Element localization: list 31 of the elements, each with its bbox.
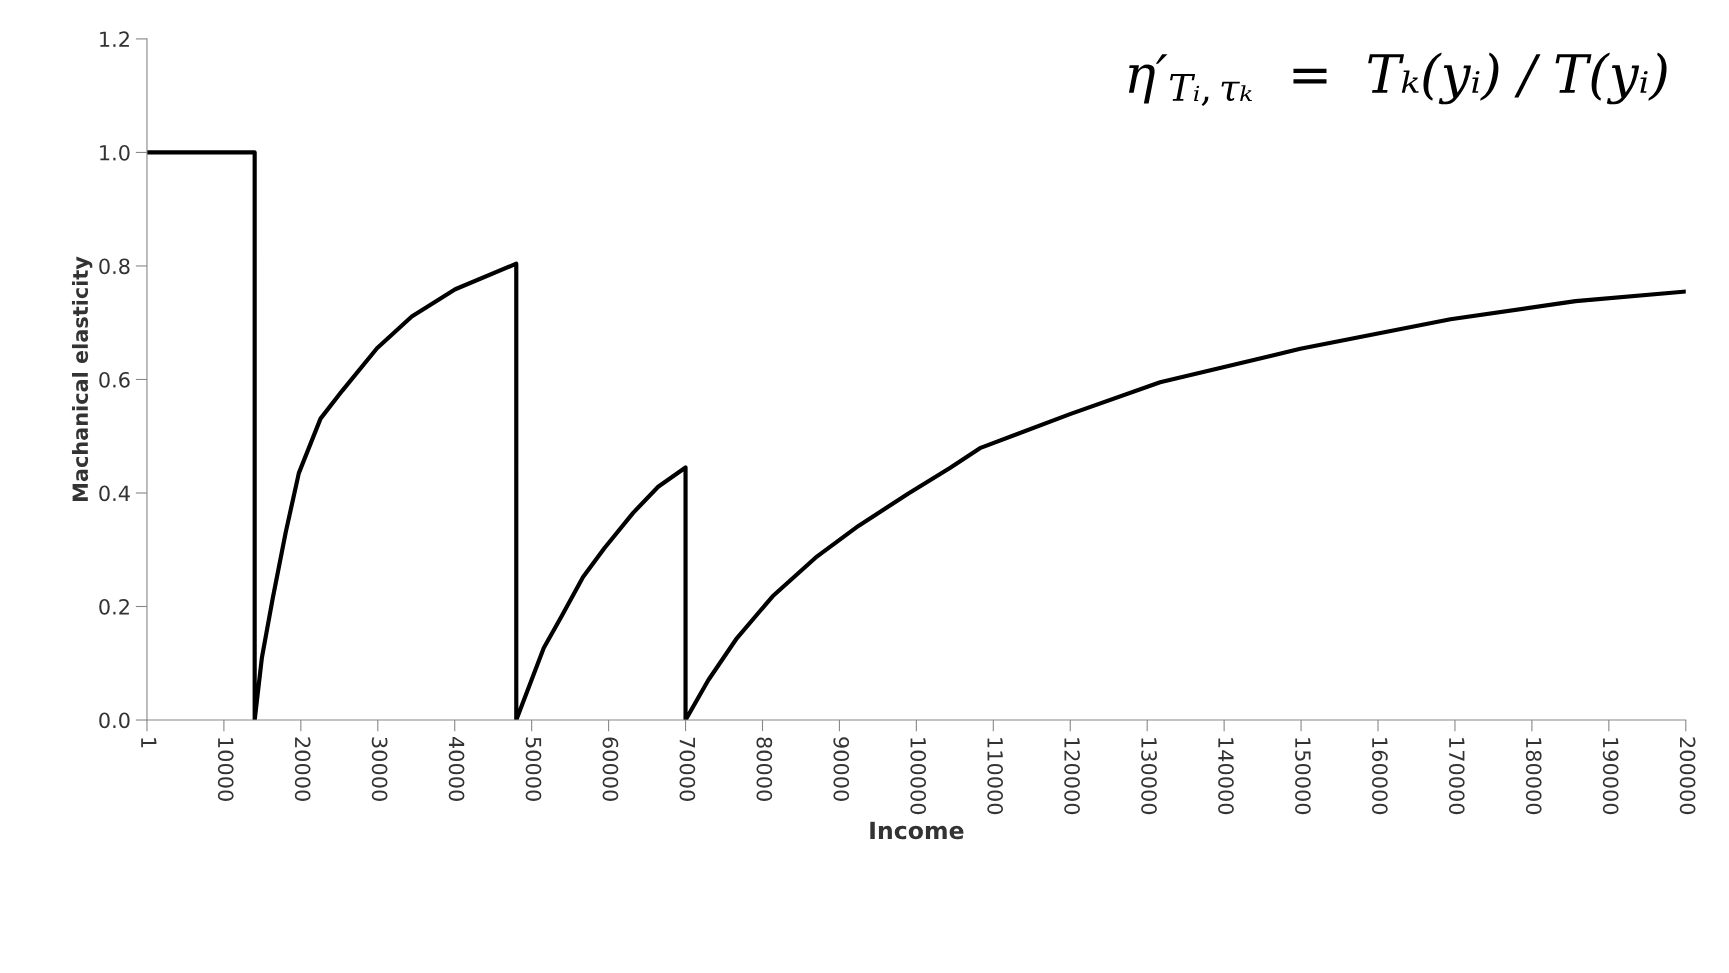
x-tick-label: 160000 (1371, 738, 1388, 815)
x-tick-label: 100000 (910, 738, 927, 815)
y-tick-label: 0.6 (99, 371, 130, 388)
y-tick-label: 0.4 (99, 485, 130, 502)
x-tick-label: 130000 (1141, 738, 1157, 815)
x-tick-label: 190000 (1602, 738, 1619, 815)
y-axis-title: Machanical elasticity (71, 256, 93, 501)
x-tick-label: 90000 (833, 737, 850, 801)
x-tick-label: 110000 (987, 738, 1004, 815)
x-tick-label: 50000 (525, 737, 542, 801)
x-tick-label: 40000 (448, 737, 465, 801)
y-tick-label: 1.0 (100, 144, 130, 161)
y-tick-label: 0.0 (99, 712, 130, 729)
x-axis-title: Income (870, 821, 964, 840)
x-tick-label: 170000 (1448, 738, 1465, 815)
y-tick-label: 1.2 (100, 31, 129, 47)
x-tick-label: 60000 (602, 737, 619, 801)
x-tick-label: 140000 (1218, 738, 1234, 815)
x-tick-label: 150000 (1295, 738, 1311, 815)
y-tick-label: 0.2 (99, 598, 129, 615)
x-tick-label: 1 (141, 738, 157, 748)
x-tick-label: 10000 (217, 738, 234, 801)
x-tick-label: 120000 (1064, 738, 1080, 815)
x-tick-label: 70000 (679, 737, 696, 801)
x-tick-label: 180000 (1525, 738, 1542, 815)
x-tick-label: 200000 (1679, 737, 1696, 815)
annotation: η′$_{Tᵢ,τₖ}$ = Tₖ(yᵢ) / T(yᵢ) (1128, 52, 1667, 106)
x-tick-label: 30000 (371, 737, 388, 801)
y-tick-label: 0.8 (99, 258, 130, 275)
x-tick-label: 80000 (756, 737, 773, 801)
x-tick-label: 20000 (294, 737, 311, 801)
